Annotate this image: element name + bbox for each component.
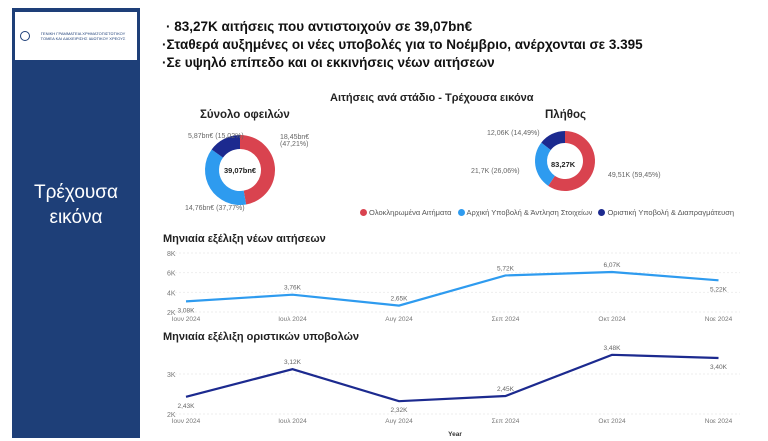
donut-slice — [541, 131, 565, 150]
data-label: 6,07K — [604, 262, 622, 269]
data-label: 2,45K — [497, 386, 515, 393]
section-title: Τρέχουσα εικόνα — [33, 182, 118, 228]
data-label: 2,32K — [391, 407, 409, 414]
donut-center-value: 83,27K — [551, 160, 576, 169]
chart-title: Μηνιαία εξέλιξη οριστικών υποβολών — [163, 331, 359, 343]
x-tick-label: Οκτ 2024 — [598, 418, 626, 425]
x-tick-label: Νοε 2024 — [705, 418, 733, 425]
x-tick-label: Οκτ 2024 — [598, 316, 626, 323]
series-line — [185, 270, 719, 307]
logo: ΓΕΝΙΚΗ ΓΡΑΜΜΑΤΕΙΑ ΧΡΗΜΑΤΟΠΙΣΤΩΤΙΚΟΥ ΤΟΜΕ… — [15, 12, 137, 60]
y-tick-label: 2K — [167, 310, 176, 317]
legend-item: Αρχική Υποβολή & Άντληση Στοιχείων — [457, 208, 592, 217]
y-tick-label: 2K — [167, 412, 176, 419]
x-tick-label: Σεπ 2024 — [492, 418, 520, 425]
donut-slice — [205, 149, 247, 205]
donut-center-value: 39,07bn€ — [224, 166, 257, 175]
data-label: 3,40K — [710, 364, 728, 371]
data-label: 18,45bn€ (47,21%) — [280, 134, 310, 148]
donut-amount-title: Σύνολο οφειλών — [200, 109, 290, 121]
x-tick-label: Αυγ 2024 — [385, 316, 413, 323]
donut-slice — [548, 131, 595, 191]
data-label: 5,72K — [497, 265, 515, 272]
y-tick-label: 6K — [167, 271, 176, 278]
data-label: 3,12K — [284, 359, 302, 366]
x-tick-label: Ιουλ 2024 — [278, 316, 307, 323]
data-label: 3,48K — [604, 345, 622, 352]
chart-title: Μηνιαία εξέλιξη νέων αιτήσεων — [163, 233, 326, 245]
data-label: 5,87bn€ (15,02%) — [188, 133, 244, 140]
data-label: 5,22K — [710, 286, 728, 293]
data-label: 2,65K — [391, 296, 409, 303]
data-label: 3,08K — [178, 307, 196, 314]
donut-count-title: Πλήθος — [545, 109, 586, 121]
data-label: 21,7K (26,06%) — [471, 168, 520, 175]
x-tick-label: Αυγ 2024 — [385, 418, 413, 425]
bullet: · 83,27K αιτήσεις που αντιστοιχούν σε 39… — [166, 19, 473, 34]
x-tick-label: Ιουν 2024 — [172, 316, 201, 323]
donut-slice — [240, 135, 275, 205]
donut-slice — [211, 135, 240, 158]
y-tick-label: 4K — [167, 290, 176, 297]
seal-icon — [20, 31, 30, 41]
data-label: 49,51K (59,45%) — [608, 172, 661, 179]
y-tick-label: 3K — [167, 372, 176, 379]
legend: Ολοκληρωμένα Αιτήματα Αρχική Υποβολή & Ά… — [360, 208, 734, 217]
x-tick-label: Ιουν 2024 — [172, 418, 201, 425]
series-line — [185, 353, 719, 403]
sidebar: ΓΕΝΙΚΗ ΓΡΑΜΜΑΤΕΙΑ ΧΡΗΜΑΤΟΠΙΣΤΩΤΙΚΟΥ ΤΟΜΕ… — [12, 8, 140, 438]
x-tick-label: Νοε 2024 — [705, 316, 733, 323]
key-points: · 83,27K αιτήσεις που αντιστοιχούν σε 39… — [162, 18, 643, 72]
bullet: ·Σε υψηλό επίπεδο και οι εκκινήσεις νέων… — [162, 55, 495, 70]
donut-slice — [535, 142, 555, 186]
y-tick-label: 8K — [167, 251, 176, 258]
data-label: 14,76bn€ (37,77%) — [185, 205, 245, 212]
legend-item: Οριστική Υποβολή & Διαπραγμάτευση — [598, 208, 734, 217]
x-tick-label: Ιουλ 2024 — [278, 418, 307, 425]
x-axis-title: Year — [448, 431, 462, 438]
donut-section-title: Αιτήσεις ανά στάδιο - Τρέχουσα εικόνα — [330, 92, 534, 104]
data-label: 2,43K — [178, 403, 196, 410]
legend-item: Ολοκληρωμένα Αιτήματα — [360, 208, 452, 217]
data-label: 3,76K — [284, 285, 302, 292]
bullet: ·Σταθερά αυξημένες οι νέες υποβολές για … — [162, 37, 643, 52]
data-label: 12,06K (14,49%) — [487, 130, 540, 137]
logo-text: ΓΕΝΙΚΗ ΓΡΑΜΜΑΤΕΙΑ ΧΡΗΜΑΤΟΠΙΣΤΩΤΙΚΟΥ ΤΟΜΕ… — [40, 31, 126, 41]
x-tick-label: Σεπ 2024 — [492, 316, 520, 323]
